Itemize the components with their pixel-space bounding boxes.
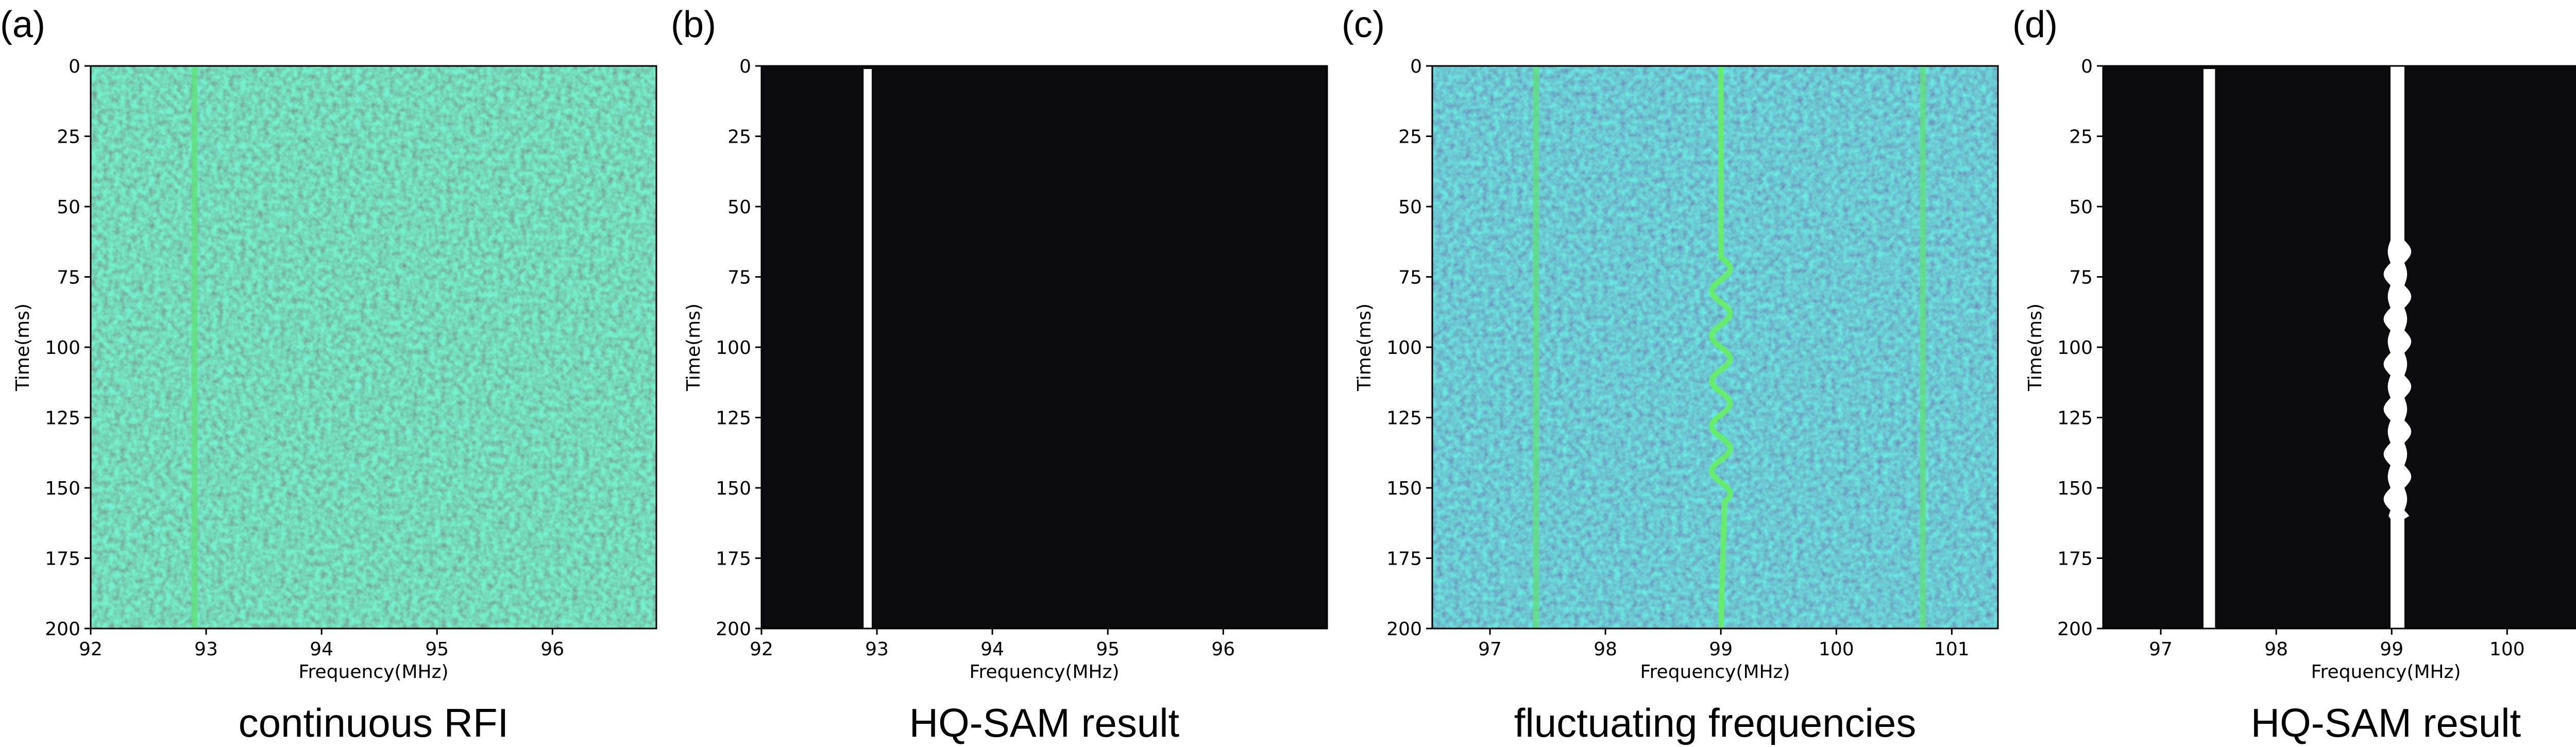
x-tick-label: 93 [194, 639, 218, 660]
rfi-line [191, 66, 198, 629]
y-axis-title: Time(ms) [2025, 303, 2046, 392]
y-tick-label: 0 [2081, 56, 2093, 77]
y-tick-label: 75 [1398, 267, 1422, 288]
heatmap-noise [91, 66, 656, 629]
x-axis-title: Frequency(MHz) [969, 661, 1119, 683]
y-tick-label: 100 [1386, 337, 1422, 359]
x-tick-label: 97 [1478, 639, 1502, 660]
x-tick-label: 92 [750, 639, 773, 660]
y-tick-label: 200 [716, 619, 751, 640]
y-tick-label: 25 [727, 127, 751, 148]
y-tick-label: 175 [45, 549, 80, 570]
x-tick-label: 93 [865, 639, 889, 660]
panel-3: 0 25 50 75 100 125 150 175 200 97 98 99 100 101 Freque… [1342, 4, 1999, 745]
y-tick-label: 50 [727, 197, 751, 218]
y-tick-label: 0 [1410, 56, 1422, 77]
panel-label: (b) [671, 4, 716, 45]
y-tick-label: 125 [1386, 408, 1422, 429]
y-tick-label: 0 [69, 56, 80, 77]
heatmap-background [761, 66, 1327, 629]
y-tick-label: 100 [2057, 337, 2093, 359]
x-tick-label: 92 [79, 639, 103, 660]
x-tick-label: 99 [2380, 639, 2403, 660]
x-tick-label: 95 [425, 639, 449, 660]
y-tick-label: 125 [45, 408, 80, 429]
x-tick-label: 100 [2489, 639, 2525, 660]
y-tick-label: 125 [2057, 408, 2093, 429]
panel-label: (c) [1342, 4, 1385, 45]
y-tick-label: 25 [57, 127, 80, 148]
y-tick-label: 175 [2057, 549, 2093, 570]
mask-line [2383, 66, 2412, 629]
heatmap-background [2103, 66, 2576, 629]
y-tick-label: 175 [716, 549, 751, 570]
y-tick-label: 50 [57, 197, 80, 218]
y-tick-label: 150 [45, 478, 80, 499]
x-tick-label: 95 [1096, 639, 1120, 660]
y-tick-label: 25 [1398, 127, 1422, 148]
x-tick-label: 98 [1594, 639, 1617, 660]
y-axis-title: Time(ms) [683, 303, 704, 392]
x-tick-label: 99 [1709, 639, 1733, 660]
x-tick-label: 101 [1934, 639, 1970, 660]
x-tick-label: 94 [980, 639, 1004, 660]
y-tick-label: 150 [1386, 478, 1422, 499]
y-tick-label: 200 [45, 619, 80, 640]
rfi-line [1708, 66, 1733, 629]
y-tick-label: 75 [2069, 267, 2093, 288]
y-tick-label: 150 [2057, 478, 2093, 499]
y-axis-title: Time(ms) [12, 303, 33, 392]
x-tick-label: 96 [540, 639, 564, 660]
rfi-line [1533, 66, 1539, 629]
panel-label: (d) [2012, 4, 2058, 45]
panel-caption: fluctuating frequencies [1514, 700, 1917, 745]
panel-caption: HQ-SAM result [2251, 700, 2521, 745]
panel-4: 0255075100125150175200979899100101Freque… [2012, 4, 2576, 745]
x-tick-label: 96 [1211, 639, 1235, 660]
x-tick-label: 94 [310, 639, 333, 660]
y-tick-label: 175 [1386, 549, 1422, 570]
y-tick-label: 200 [2057, 619, 2093, 640]
y-tick-label: 0 [739, 56, 751, 77]
mask-line [2203, 69, 2215, 629]
y-tick-label: 50 [2069, 197, 2093, 218]
y-tick-label: 75 [57, 267, 80, 288]
x-tick-label: 98 [2264, 639, 2288, 660]
y-tick-label: 100 [45, 337, 80, 359]
panel-caption: HQ-SAM result [909, 700, 1180, 745]
y-tick-label: 50 [1398, 197, 1422, 218]
panel-label: (a) [0, 4, 45, 45]
x-axis-title: Frequency(MHz) [2311, 661, 2461, 683]
x-axis-title: Frequency(MHz) [1640, 661, 1790, 683]
heatmap-noise [1432, 66, 1998, 629]
y-tick-label: 150 [716, 478, 751, 499]
y-tick-label: 200 [1386, 619, 1422, 640]
mask-line [863, 69, 872, 629]
y-tick-label: 25 [2069, 127, 2093, 148]
x-tick-label: 97 [2149, 639, 2173, 660]
x-tick-label: 100 [1819, 639, 1854, 660]
y-axis-title: Time(ms) [1354, 303, 1375, 392]
y-tick-label: 75 [727, 267, 751, 288]
rfi-line [1920, 66, 1926, 629]
panel-caption: continuous RFI [239, 700, 509, 745]
y-tick-label: 100 [716, 337, 751, 359]
y-tick-label: 125 [716, 408, 751, 429]
x-axis-title: Frequency(MHz) [298, 661, 448, 683]
